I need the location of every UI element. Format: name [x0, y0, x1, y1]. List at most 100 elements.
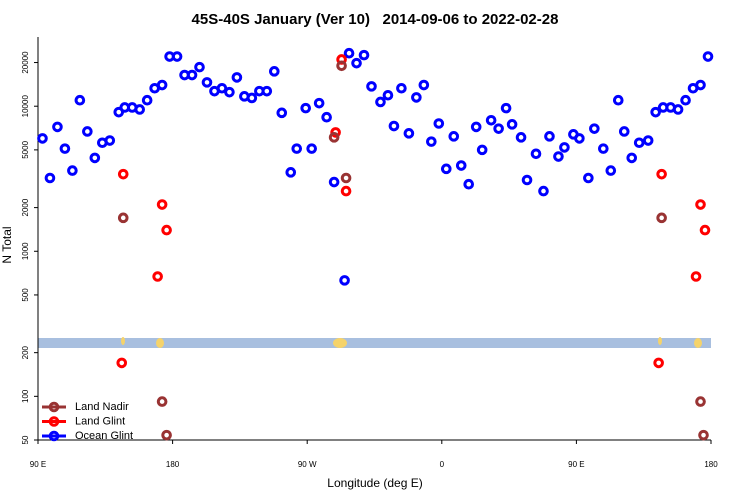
point	[506, 119, 518, 130]
point	[74, 94, 86, 106]
x-tick-label: 180	[166, 460, 180, 469]
point	[672, 104, 684, 115]
point	[642, 135, 654, 146]
land-patch	[694, 338, 702, 348]
point	[403, 128, 415, 139]
point	[574, 133, 585, 144]
x-tick-label: 90 W	[298, 460, 317, 469]
land-patch	[121, 337, 125, 345]
point	[285, 167, 297, 178]
y-tick-label: 20000	[21, 51, 30, 74]
point	[117, 212, 129, 224]
land-patch	[156, 338, 164, 348]
y-tick-label: 10000	[21, 95, 30, 118]
point	[276, 107, 288, 119]
point	[411, 92, 422, 103]
point	[67, 165, 78, 176]
point	[246, 92, 258, 104]
point	[382, 89, 394, 101]
point	[171, 51, 183, 62]
point	[695, 396, 706, 407]
point	[152, 271, 163, 282]
point	[388, 120, 400, 132]
point	[463, 178, 475, 190]
x-tick-label: 0	[440, 460, 445, 469]
point	[336, 60, 347, 72]
point	[156, 79, 168, 91]
point	[426, 136, 437, 147]
point	[82, 126, 93, 137]
point	[440, 163, 452, 175]
point	[313, 97, 325, 109]
point	[104, 135, 116, 146]
x-axis-label: Longitude (deg E)	[327, 476, 422, 490]
point	[328, 176, 340, 188]
point	[156, 396, 168, 407]
point	[161, 429, 172, 441]
land-patch	[333, 338, 347, 348]
point	[470, 121, 482, 133]
point	[375, 96, 386, 108]
point	[553, 151, 564, 162]
legend-marker	[48, 416, 60, 427]
point	[476, 144, 488, 156]
point	[493, 123, 504, 134]
point	[306, 143, 317, 154]
point	[605, 165, 617, 176]
point	[396, 82, 407, 94]
point	[538, 185, 549, 197]
point	[156, 199, 168, 210]
point	[116, 357, 128, 369]
point	[690, 271, 702, 282]
point	[702, 51, 714, 62]
x-tick-label: 90 E	[30, 460, 46, 469]
legend-label: Land Nadir	[75, 401, 129, 413]
point	[358, 49, 370, 61]
point	[117, 168, 129, 180]
point	[89, 152, 101, 164]
land-patch	[658, 337, 662, 345]
x-tick-label: 180	[704, 460, 718, 469]
point	[59, 143, 71, 154]
point	[650, 106, 661, 118]
point	[194, 61, 205, 73]
point	[583, 172, 594, 184]
point	[485, 114, 497, 126]
y-tick-label: 50	[21, 435, 30, 444]
point	[455, 160, 467, 171]
point	[656, 212, 667, 224]
point	[699, 224, 711, 236]
point	[201, 77, 213, 88]
y-tick-label: 500	[21, 288, 30, 302]
point	[544, 131, 555, 142]
point	[52, 121, 63, 133]
legend-label: Ocean Glint	[75, 430, 133, 442]
point	[626, 152, 638, 164]
point	[680, 94, 691, 106]
point	[589, 123, 600, 134]
point	[618, 126, 630, 137]
point	[515, 132, 527, 143]
point	[231, 72, 243, 83]
y-axis-label: N Total	[0, 226, 14, 263]
legend-marker	[48, 401, 60, 413]
point	[521, 174, 533, 186]
point	[633, 137, 645, 149]
point	[698, 429, 709, 441]
point	[268, 66, 280, 77]
point	[598, 143, 609, 154]
point	[343, 47, 355, 59]
point	[530, 148, 542, 160]
point	[261, 85, 273, 97]
chart-title: 45S-40S January (Ver 10) 2014-09-06 to 2…	[192, 11, 559, 28]
point	[351, 57, 362, 69]
legend-label: Land Glint	[75, 415, 125, 427]
y-tick-label: 1000	[21, 242, 30, 260]
point	[559, 142, 570, 153]
point	[134, 104, 145, 115]
point	[37, 133, 48, 144]
map-strip	[38, 337, 711, 348]
point	[44, 172, 56, 184]
point	[366, 81, 377, 92]
